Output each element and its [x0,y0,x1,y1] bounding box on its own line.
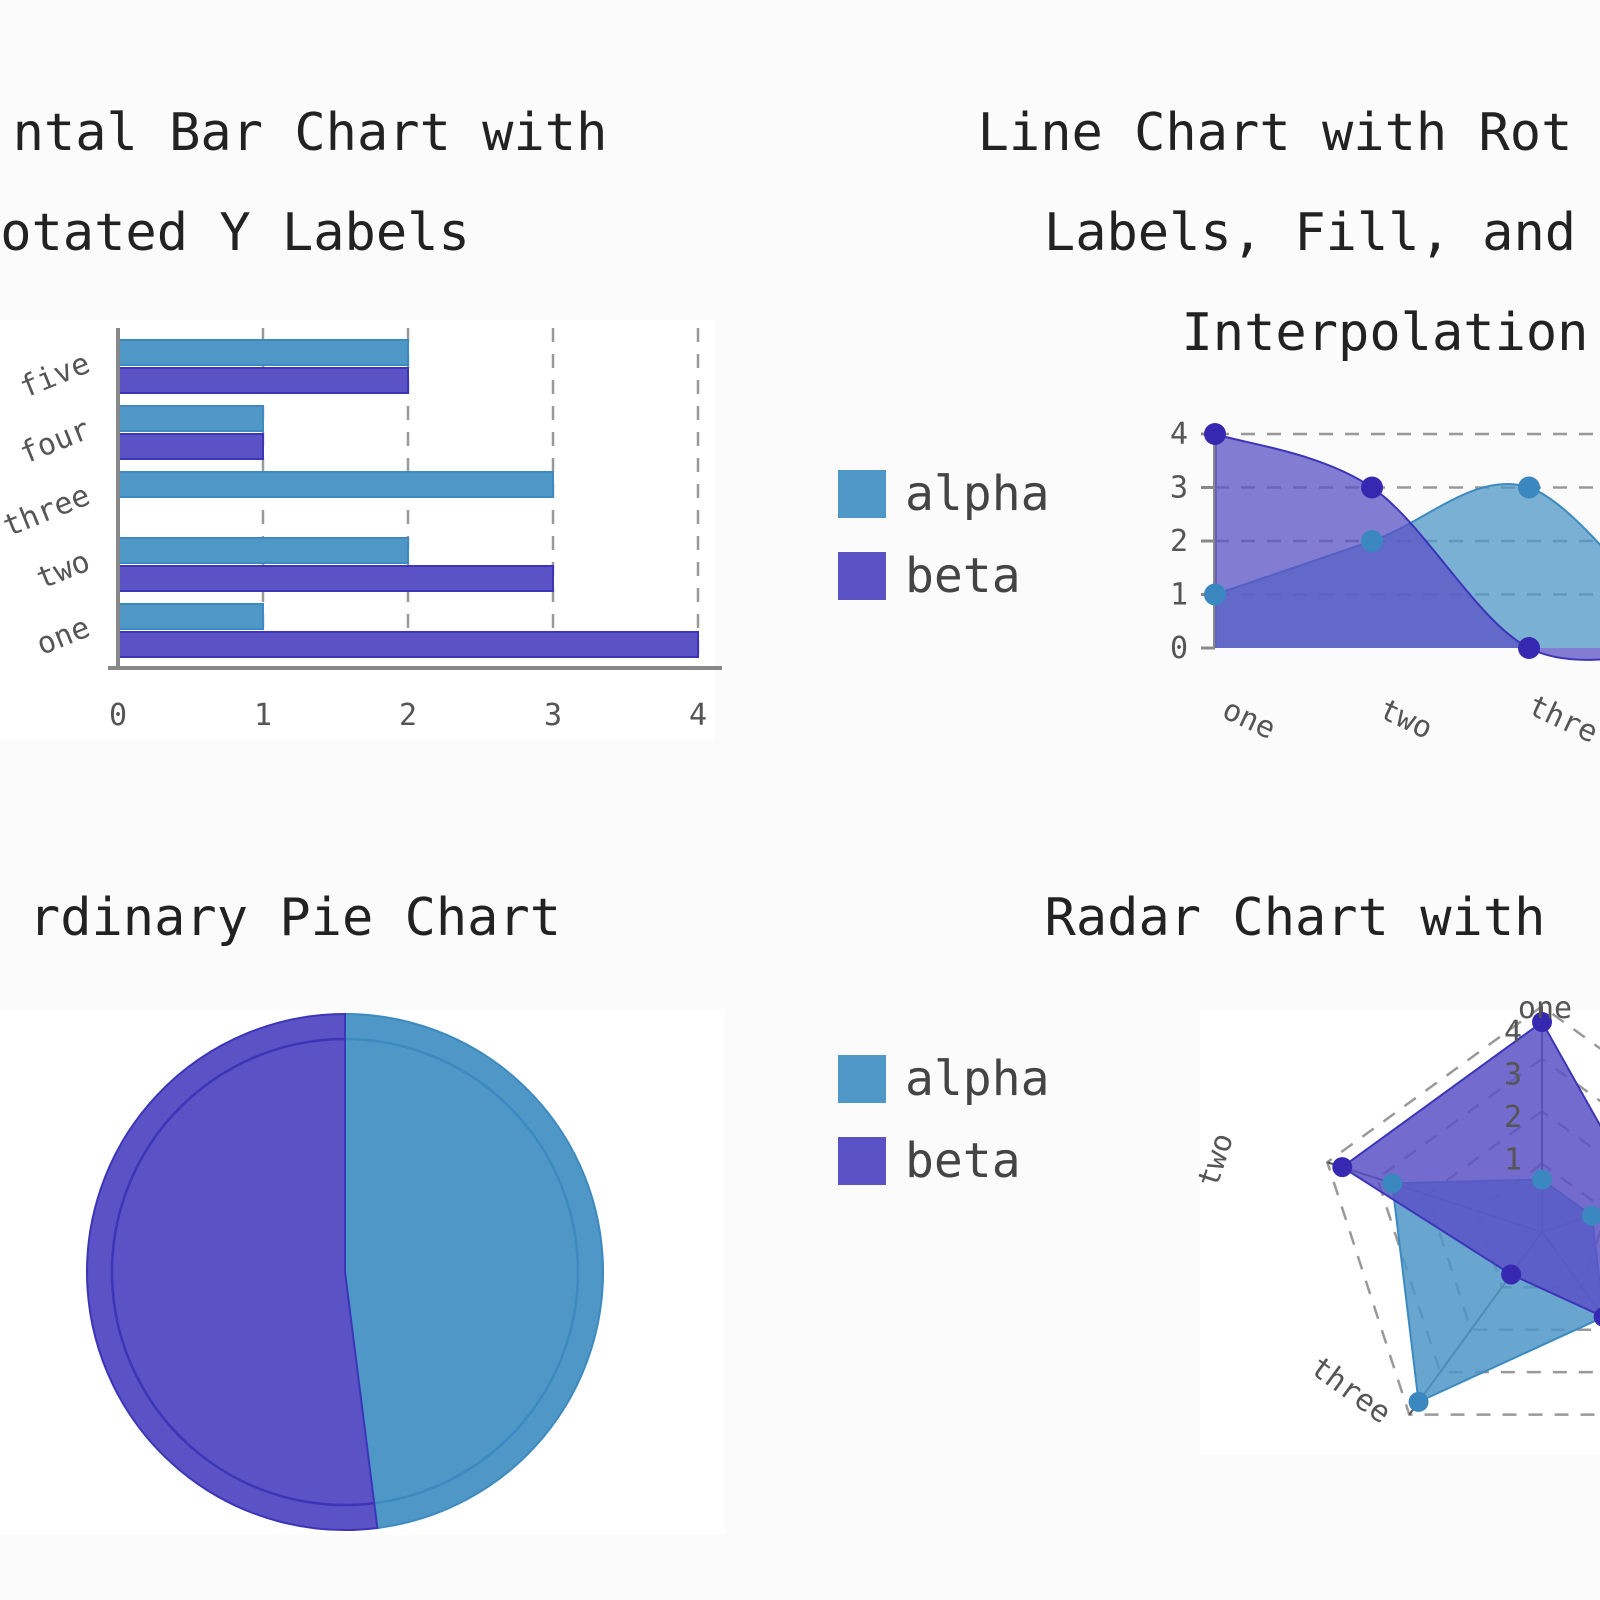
line-point-beta-1 [1361,476,1383,499]
legend-swatch-alpha [838,470,886,518]
radar-point-beta-0 [1532,1012,1552,1032]
bar-x-tick-1: 1 [254,698,272,733]
legend-label-beta: beta [905,548,1021,604]
line-y-tick-4: 4 [1170,417,1188,452]
radar-point-beta-3 [1593,1307,1600,1327]
line-x-label-thre: thre [1523,688,1600,750]
line-y-tick-2: 2 [1170,524,1188,559]
radar-marks [1332,1012,1600,1412]
radar-point-beta-1 [1332,1157,1353,1178]
bar-x-tick-4: 4 [689,698,707,733]
pie-title: rdinary Pie Chart [29,888,561,948]
radar-area-beta [1340,1020,1600,1317]
line-x-label-one: one [1217,692,1281,747]
bar-beta-four [117,433,264,460]
radar-point-alpha-2 [1408,1391,1429,1412]
line-point-beta-0 [1204,423,1226,445]
line-stroke-beta [1214,433,1600,661]
legend-label-alpha: alpha [905,466,1050,522]
legend-label-beta-2: beta [905,1133,1021,1189]
bar-x-tick-2: 2 [399,698,417,733]
bar-alpha-one [117,603,264,630]
bar-marks [117,339,699,658]
pie-chart-panel: rdinary Pie Chart [0,888,725,1535]
line-title-line-3: Interpolation [1182,303,1589,363]
legend-label-alpha-2: alpha [905,1051,1050,1107]
radar-axis-label-one: one [1518,991,1572,1026]
radar-r-tick-4: 4 [1504,1015,1522,1050]
pie-inner-ring-alpha [344,1037,580,1505]
radar-ring-4 [1325,1004,1600,1416]
legend-swatch-alpha-2 [838,1055,886,1103]
line-x-label-two: two [1374,692,1438,747]
radar-r-tick-2: 2 [1504,1100,1522,1135]
line-y-ticks: 0 1 2 3 4 [1170,417,1188,666]
line-area-beta [1215,434,1600,660]
legend-swatch-beta-2 [838,1137,886,1185]
bar-beta-five [117,367,409,394]
radar-point-beta-2 [1501,1264,1522,1285]
bar-alpha-three [117,471,554,498]
bar-chart-panel: ntal Bar Chart with otated Y Labels 0 1 2 3… [0,103,722,740]
radar-chart-panel: Radar Chart with alpha beta 1234onetwoth… [838,888,1600,1455]
radar-legend: alpha beta [838,1051,1050,1189]
line-title-line-1: Line Chart with Rot [978,103,1573,163]
line-y-tick-3: 3 [1170,471,1188,506]
bar-x-ticks: 0 1 2 3 4 [109,698,707,733]
bar-beta-one [117,631,699,658]
line-legend: alpha beta [838,466,1050,604]
bar-alpha-two [117,537,409,564]
pie-slice-beta [86,1012,379,1531]
pie-inner-ring-beta [110,1037,375,1507]
bar-x-tick-0: 0 [109,698,127,733]
line-point-alpha-1 [1361,530,1383,552]
bar-alpha-five [117,339,409,366]
legend-swatch-beta [838,552,886,600]
bar-x-tick-3: 3 [544,698,562,733]
radar-r-tick-3: 3 [1504,1058,1522,1093]
line-marks [1204,423,1600,661]
radar-point-alpha-0 [1532,1169,1552,1190]
bar-title-line-2: otated Y Labels [0,203,470,263]
line-point-beta-2 [1518,637,1540,659]
radar-r-tick-1: 1 [1504,1143,1522,1178]
radar-point-alpha-1 [1382,1173,1403,1194]
line-title-line-2: Labels, Fill, and [1044,203,1576,263]
line-y-tick-0: 0 [1170,631,1188,666]
line-point-alpha-2 [1518,476,1540,499]
bar-title-line-1: ntal Bar Chart with [13,103,608,163]
line-chart-panel: Line Chart with Rot Labels, Fill, and In… [838,103,1600,751]
pie-marks [86,1012,605,1531]
line-y-tick-1: 1 [1170,578,1188,613]
line-point-alpha-0 [1204,583,1226,606]
radar-point-alpha-4 [1581,1205,1600,1226]
bar-alpha-four [117,405,264,432]
bar-beta-two [117,565,554,592]
radar-title: Radar Chart with [1045,888,1546,948]
line-x-labels: one two thre [1217,688,1600,750]
